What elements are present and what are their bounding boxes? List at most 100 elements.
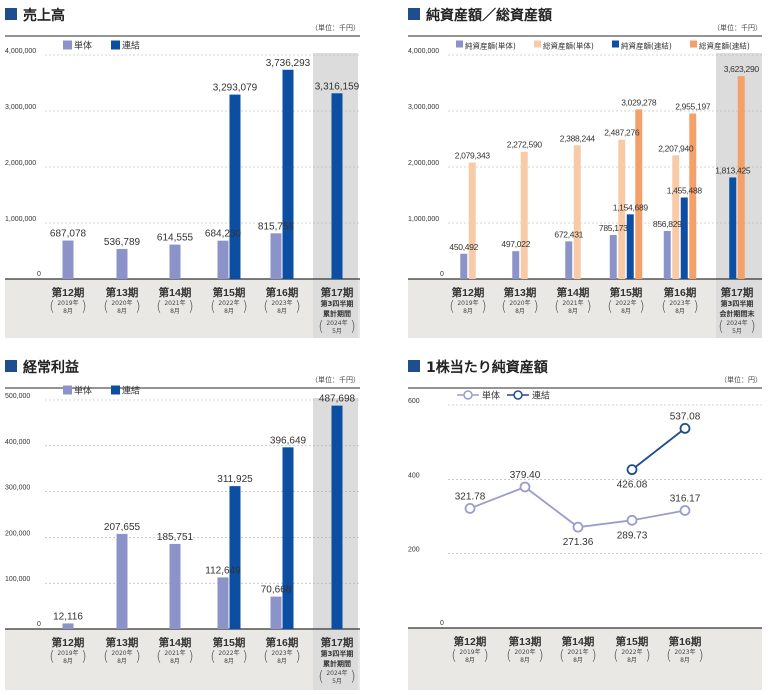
data-label: 1,154,689 <box>613 202 649 212</box>
data-label: 672,431 <box>554 229 583 239</box>
data-label: 2,955,197 <box>675 102 711 112</box>
paren-open-icon: ( <box>613 648 618 664</box>
data-label: 3,293,079 <box>213 83 258 94</box>
paren-close-icon: ) <box>533 299 538 315</box>
series-line <box>469 485 686 529</box>
paren-close-icon: ) <box>350 669 355 685</box>
chart-title: 売上高 <box>23 7 65 24</box>
category-period: 第13期 <box>509 635 542 648</box>
data-label: 3,736,293 <box>266 58 311 69</box>
data-label: 2,207,940 <box>658 143 694 153</box>
chart-title: 経常利益 <box>23 359 79 376</box>
category-period: 第17期 <box>721 286 754 299</box>
paren-open-icon: ( <box>49 299 54 315</box>
data-label: 70,668 <box>261 585 292 596</box>
data-point <box>626 514 638 526</box>
paren-open-icon: ( <box>263 649 268 665</box>
category-month: 5月 <box>732 328 742 335</box>
y-tick-label: 0 <box>440 271 444 278</box>
bar <box>282 69 294 279</box>
data-label: 289.73 <box>617 530 648 541</box>
data-label: 536,789 <box>104 237 141 248</box>
paren-close-icon: ) <box>135 649 140 665</box>
paren-open-icon: ( <box>554 299 559 315</box>
category-year: 2019年 <box>457 299 478 307</box>
bar <box>270 233 282 279</box>
paren-close-icon: ) <box>639 299 644 315</box>
paren-open-icon: ( <box>718 319 723 335</box>
chart-title: 1株当たり純資産額 <box>426 359 548 376</box>
y-tick-label: 4,000,000 <box>5 48 36 55</box>
legend-swatch-icon <box>612 40 619 48</box>
category-subperiod: 累計期間 <box>323 309 351 318</box>
data-label: 614,555 <box>157 233 194 244</box>
category-year: 2020年 <box>514 648 535 656</box>
data-label: 815,758 <box>258 221 295 232</box>
category-month: 8月 <box>520 657 530 664</box>
paren-close-icon: ) <box>188 649 193 665</box>
category-month: 8月 <box>627 657 637 664</box>
bar <box>635 109 643 279</box>
category-period: 第13期 <box>504 286 537 299</box>
legend-label: 総資産額(単体) <box>543 41 594 51</box>
y-tick-label: 500,000 <box>5 393 30 400</box>
category-year: 2023年 <box>271 649 292 657</box>
y-tick-label: 600 <box>408 398 420 405</box>
paren-open-icon: ( <box>156 299 161 315</box>
category-year: 2024年 <box>326 669 347 677</box>
category-period: 第15期 <box>616 635 649 648</box>
category-month: 8月 <box>63 658 73 665</box>
data-label: 321.78 <box>455 491 486 502</box>
data-label: 450,492 <box>449 242 478 252</box>
category-month: 8月 <box>680 657 690 664</box>
data-label: 207,655 <box>104 522 141 533</box>
category-year: 2023年 <box>674 648 695 656</box>
data-label: 856,829 <box>653 219 682 229</box>
category-period: 第16期 <box>669 635 702 648</box>
paren-open-icon: ( <box>666 648 671 664</box>
unit-label: （単位：円） <box>720 375 762 384</box>
legend-label: 単体 <box>74 385 92 397</box>
data-label: 316.17 <box>670 493 701 504</box>
data-label: 1,455,488 <box>667 185 703 195</box>
bar <box>270 596 282 629</box>
category-month: 8月 <box>117 658 127 665</box>
paren-close-icon: ) <box>645 648 650 664</box>
y-tick-label: 2,000,000 <box>5 160 36 167</box>
category-subperiod: 会計期間末 <box>720 309 756 318</box>
category-period: 第16期 <box>664 286 697 299</box>
bar <box>565 241 573 279</box>
data-label: 379.40 <box>510 470 541 481</box>
data-label: 271.36 <box>563 537 594 548</box>
paren-open-icon: ( <box>156 649 161 665</box>
category-year: 2021年 <box>164 299 185 307</box>
data-label: 311,925 <box>217 474 253 485</box>
category-subperiod: 第3四半期 <box>321 299 354 308</box>
category-year: 2020年 <box>111 649 132 657</box>
category-month: 5月 <box>332 678 342 685</box>
category-period: 第14期 <box>562 635 595 648</box>
category-band <box>408 279 762 338</box>
bar <box>737 76 745 279</box>
paren-open-icon: ( <box>318 669 323 685</box>
category-period: 第16期 <box>266 286 299 299</box>
category-period: 第14期 <box>159 636 192 649</box>
data-label: 2,487,276 <box>604 128 640 138</box>
paren-close-icon: ) <box>81 299 86 315</box>
bar <box>729 177 737 279</box>
unit-label: （単位：千円） <box>713 23 762 32</box>
y-tick-label: 300,000 <box>5 485 30 492</box>
category-period: 第14期 <box>159 286 192 299</box>
category-period: 第12期 <box>454 635 487 648</box>
data-label: 396,649 <box>270 435 307 446</box>
legend-marker-icon <box>463 390 473 400</box>
category-month: 8月 <box>117 308 127 315</box>
paren-close-icon: ) <box>188 299 193 315</box>
bar <box>229 94 241 279</box>
y-tick-label: 200,000 <box>5 530 30 537</box>
category-month: 8月 <box>277 308 287 315</box>
category-year: 2019年 <box>57 299 78 307</box>
paren-open-icon: ( <box>607 299 612 315</box>
title-marker-icon <box>5 360 17 372</box>
category-year: 2023年 <box>271 299 292 307</box>
